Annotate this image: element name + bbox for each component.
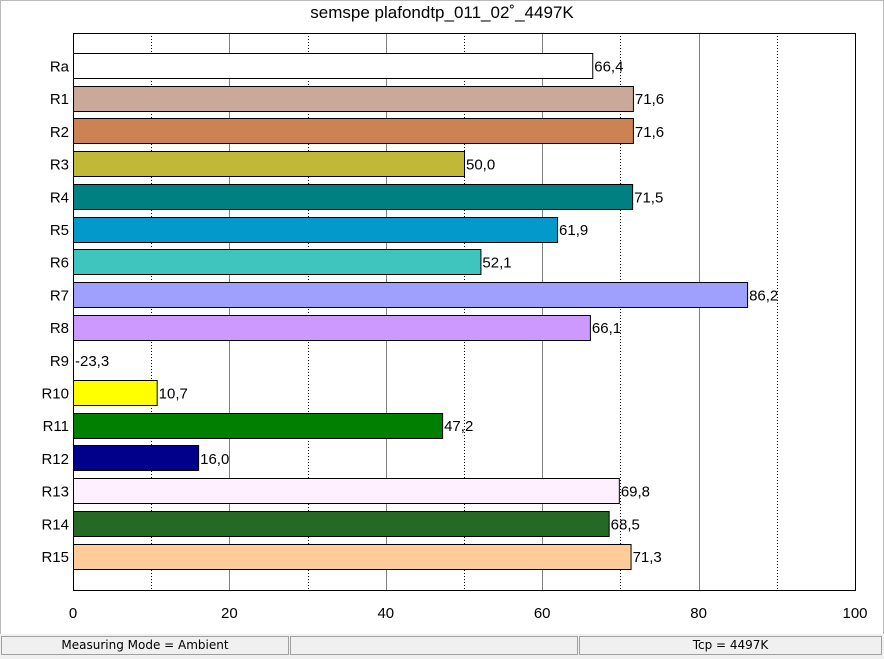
category-label: R5 xyxy=(50,222,69,239)
category-label: R1 xyxy=(50,91,69,108)
data-label: 66,4 xyxy=(594,59,623,76)
bar xyxy=(73,380,158,406)
grid-layer xyxy=(151,33,778,590)
data-label: 86,2 xyxy=(749,287,778,304)
category-label: R3 xyxy=(50,157,69,174)
bar xyxy=(73,413,444,439)
status-tcp: Tcp = 4497K xyxy=(579,636,882,655)
category-label: R12 xyxy=(41,451,69,468)
labels-layer: Ra 66,4 R1 71,6 R2 71,6 R3 50,0 R4 71,5 R5 61,9 R6 52… xyxy=(41,59,867,623)
x-tick-label: 40 xyxy=(377,605,394,622)
category-label: R8 xyxy=(50,320,69,337)
bar xyxy=(73,86,634,112)
x-tick-label: 60 xyxy=(534,605,551,622)
bars-layer xyxy=(73,53,749,570)
category-label: R15 xyxy=(41,549,69,566)
bar xyxy=(73,184,634,210)
category-label: R13 xyxy=(41,484,69,501)
data-label: 68,5 xyxy=(611,516,640,533)
data-label: 61,9 xyxy=(559,222,588,239)
data-label: 52,1 xyxy=(482,255,511,272)
x-tick-label: 0 xyxy=(69,605,77,622)
status-pane-2 xyxy=(290,636,578,655)
chart-title: semspe plafondtp_011_02˚_4497K xyxy=(310,3,574,22)
bar xyxy=(73,118,634,144)
bar xyxy=(73,544,632,570)
category-label: R10 xyxy=(41,386,69,403)
data-label: 71,6 xyxy=(635,91,664,108)
bar xyxy=(73,315,591,341)
data-label: 71,6 xyxy=(635,124,664,141)
data-label: -23,3 xyxy=(75,353,109,370)
data-label: 47,2 xyxy=(444,418,473,435)
category-label: R9 xyxy=(50,353,69,370)
data-label: 71,5 xyxy=(634,189,663,206)
data-label: 69,8 xyxy=(621,484,650,501)
category-label: R7 xyxy=(50,287,69,304)
x-tick-label: 20 xyxy=(221,605,238,622)
data-label: 50,0 xyxy=(466,157,495,174)
category-label: R2 xyxy=(50,124,69,141)
bar-chart: Ra 66,4 R1 71,6 R2 71,6 R3 50,0 R4 71,5 R5 61,9 R6 52… xyxy=(41,33,868,623)
status-bar: Measuring Mode = Ambient Tcp = 4497K xyxy=(0,634,884,659)
x-tick-label: 80 xyxy=(690,605,707,622)
category-label: Ra xyxy=(50,59,70,76)
bar xyxy=(73,511,610,537)
status-measuring-mode: Measuring Mode = Ambient xyxy=(1,636,289,655)
bar xyxy=(73,478,620,504)
bar xyxy=(73,282,749,308)
plot-frame xyxy=(73,33,856,591)
x-tick-label: 100 xyxy=(842,605,867,622)
category-label: R14 xyxy=(41,516,69,533)
category-label: R11 xyxy=(43,418,69,435)
category-label: R4 xyxy=(50,189,69,206)
bar xyxy=(73,217,559,243)
bar xyxy=(73,53,594,79)
data-label: 66,1 xyxy=(592,320,621,337)
bar xyxy=(73,445,200,471)
bar xyxy=(73,249,482,275)
data-label: 71,3 xyxy=(633,549,662,566)
category-label: R6 xyxy=(50,255,69,272)
bar xyxy=(73,151,465,177)
data-label: 10,7 xyxy=(159,386,188,403)
data-label: 16,0 xyxy=(200,451,229,468)
